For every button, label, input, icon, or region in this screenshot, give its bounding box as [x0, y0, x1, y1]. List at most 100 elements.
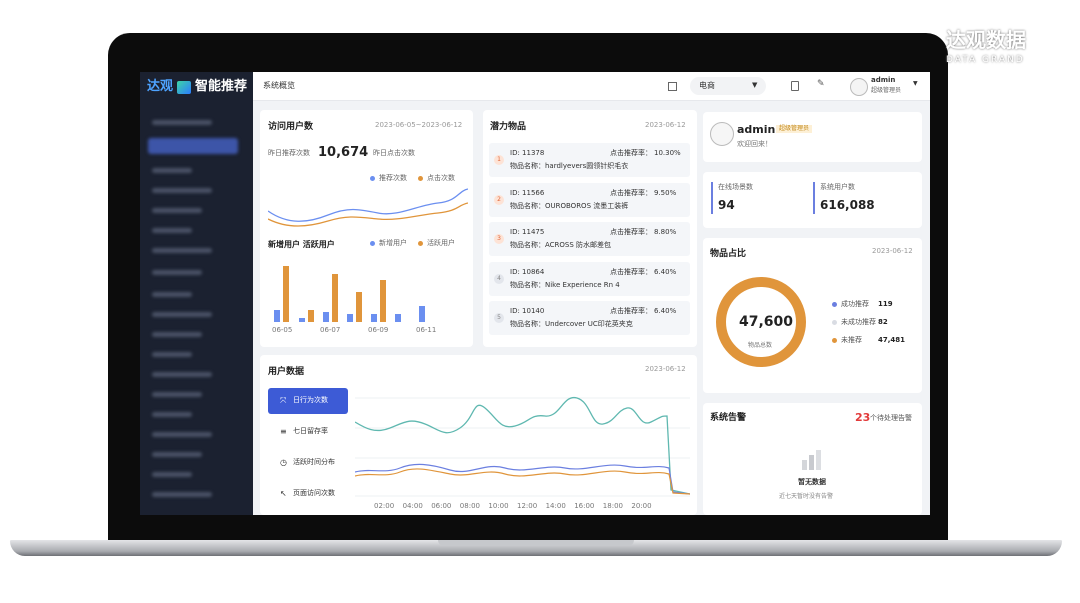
- x-tick-label: 18:00: [602, 502, 623, 510]
- menu-item[interactable]: [152, 492, 212, 497]
- stat-label: 昨日点击次数: [373, 149, 415, 157]
- date-range: 2023-06-05~2023-06-12: [375, 121, 463, 129]
- stat-label: 系统用户数: [820, 183, 855, 191]
- menu-item[interactable]: [152, 372, 212, 377]
- stat-bar: [711, 182, 713, 214]
- x-tick-label: 06-09: [368, 326, 389, 334]
- item-rate: 10.30%: [654, 149, 681, 157]
- watermark-sub: DATA GRAND: [946, 55, 1025, 65]
- user-caret[interactable]: ▼: [913, 80, 918, 87]
- item-rate: 9.50%: [654, 188, 677, 197]
- menu-item[interactable]: [152, 452, 202, 457]
- legend-value: 119: [878, 300, 893, 308]
- item-row[interactable]: [489, 261, 690, 296]
- item-row[interactable]: [489, 222, 690, 256]
- topbar: [253, 72, 930, 101]
- legend-label: 成功推荐: [841, 300, 869, 308]
- user-role: 超级管理员: [871, 87, 902, 94]
- item-rate-label: 点击推荐率：: [610, 267, 652, 276]
- menu-item[interactable]: [152, 228, 192, 233]
- stat-value: 94: [718, 198, 735, 212]
- menu-item[interactable]: [152, 472, 192, 477]
- item-rank: 3: [494, 234, 504, 244]
- menu-item[interactable]: [152, 412, 192, 417]
- menu-item[interactable]: [152, 120, 212, 125]
- menu-item-active[interactable]: [148, 138, 238, 154]
- menu-item[interactable]: [152, 292, 192, 297]
- item-row[interactable]: [489, 143, 690, 177]
- menu-item[interactable]: [152, 168, 192, 173]
- x-tick-label: 06-11: [416, 326, 437, 334]
- item-rate-label: 点击推荐率：: [610, 188, 652, 197]
- menu-item[interactable]: [152, 392, 202, 397]
- x-tick-label: 14:00: [545, 502, 566, 510]
- menu-item[interactable]: [152, 188, 212, 193]
- laptop-notch: [438, 540, 634, 546]
- tab[interactable]: [268, 388, 348, 414]
- tab-icon: ◷: [280, 458, 287, 467]
- doc-icon[interactable]: [791, 81, 799, 91]
- tab-label: 七日留存率: [293, 427, 328, 435]
- legend-label: 点击次数: [427, 174, 455, 182]
- stat-label: 昨日推荐次数: [268, 149, 310, 157]
- item-rate-label: 点击推荐率：: [610, 307, 652, 315]
- stat-bar: [813, 182, 815, 214]
- menu-item[interactable]: [152, 312, 212, 317]
- card-title: 访问用户数: [268, 122, 314, 132]
- stat-value: 616,088: [820, 198, 875, 212]
- watermark-brand: 达观数据: [946, 28, 1026, 52]
- menu-item[interactable]: [152, 248, 212, 253]
- item-name: 物品名称：hardlyevers圆领针织毛衣: [510, 162, 629, 170]
- item-rate-label: 点击推荐率：: [610, 149, 652, 157]
- scene-value: 电商: [699, 81, 715, 90]
- profile-card: [703, 112, 922, 162]
- tab-icon: ≡: [280, 427, 287, 436]
- menu-item[interactable]: [152, 352, 192, 357]
- user-name: admin: [871, 76, 896, 84]
- scene-select[interactable]: [690, 77, 766, 95]
- alert-count: 23: [855, 411, 871, 424]
- logo-product: 智能推荐: [195, 79, 248, 94]
- menu-item[interactable]: [152, 332, 202, 337]
- legend-value: 47,481: [878, 336, 906, 344]
- alert-count-label: 个待处理告警: [870, 414, 912, 422]
- x-tick-label: 10:00: [488, 502, 509, 510]
- greeting: 欢迎回来！: [737, 140, 772, 148]
- card-title: 物品占比: [710, 249, 747, 259]
- profile-avatar: [710, 122, 734, 146]
- date: 2023-06-12: [645, 365, 686, 373]
- x-tick-label: 16:00: [574, 502, 595, 510]
- menu-item[interactable]: [152, 208, 202, 213]
- line-recommend: [268, 188, 468, 222]
- x-tick-label: 06:00: [431, 502, 452, 510]
- legend-label: 未推荐: [841, 336, 862, 344]
- avatar[interactable]: [850, 78, 868, 96]
- item-id: ID: 10140: [510, 307, 545, 315]
- tab-label: 页面访问次数: [293, 489, 335, 497]
- item-row[interactable]: [489, 301, 690, 335]
- legend-dot: [832, 302, 837, 307]
- legend-dot: [418, 176, 423, 181]
- tab-icon: ↖: [280, 489, 287, 498]
- item-rate: 6.40%: [654, 307, 677, 315]
- x-tick-label: 06-07: [320, 326, 341, 334]
- menu-item[interactable]: [152, 270, 202, 275]
- item-name: 物品名称：Undercover UC印花英夹克: [510, 320, 633, 328]
- stat-label: 在线场景数: [718, 183, 753, 191]
- donut-total: 47,600: [739, 314, 794, 330]
- tab-icon: ⤧: [280, 396, 287, 405]
- menu-item[interactable]: [152, 432, 212, 437]
- stat-value: 10,674: [318, 145, 369, 160]
- item-row[interactable]: [489, 182, 690, 217]
- legend-dot: [832, 320, 837, 325]
- card-title: 潜力物品: [490, 122, 527, 132]
- profile-name: admin: [737, 123, 776, 136]
- x-tick-label: 20:00: [631, 502, 652, 510]
- mini-line-chart: [268, 188, 468, 227]
- tab-label: 日行为次数: [293, 396, 328, 404]
- grid-icon[interactable]: [668, 82, 677, 91]
- item-rate-label: 点击推荐率：: [610, 228, 652, 236]
- grid: [355, 397, 690, 497]
- edit-icon[interactable]: ✎: [817, 79, 825, 89]
